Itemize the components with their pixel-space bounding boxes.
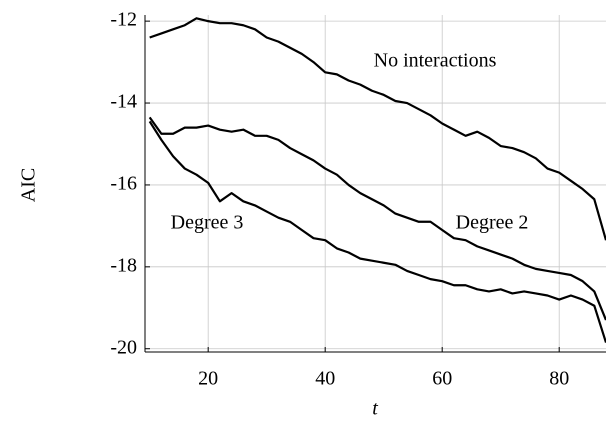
series-line (148, 120, 606, 343)
series-line (149, 17, 606, 241)
x-tick-label: 60 (432, 368, 452, 390)
series-label: Degree 3 (171, 212, 244, 234)
y-tick-label: -14 (110, 91, 137, 113)
y-tick-label: -16 (110, 173, 137, 195)
x-tick-label: 40 (315, 368, 335, 390)
x-tick-label: 80 (549, 368, 569, 390)
x-tick-label: 20 (198, 368, 218, 390)
y-axis-label: AIC (18, 168, 40, 202)
y-tick-label: -20 (110, 336, 137, 358)
series-label: Degree 2 (456, 212, 529, 234)
y-tick-label: -18 (110, 254, 137, 276)
y-tick-label: -12 (110, 9, 137, 31)
series-line (148, 116, 606, 321)
x-axis-label: t (372, 398, 378, 420)
series-label: No interactions (374, 50, 497, 72)
